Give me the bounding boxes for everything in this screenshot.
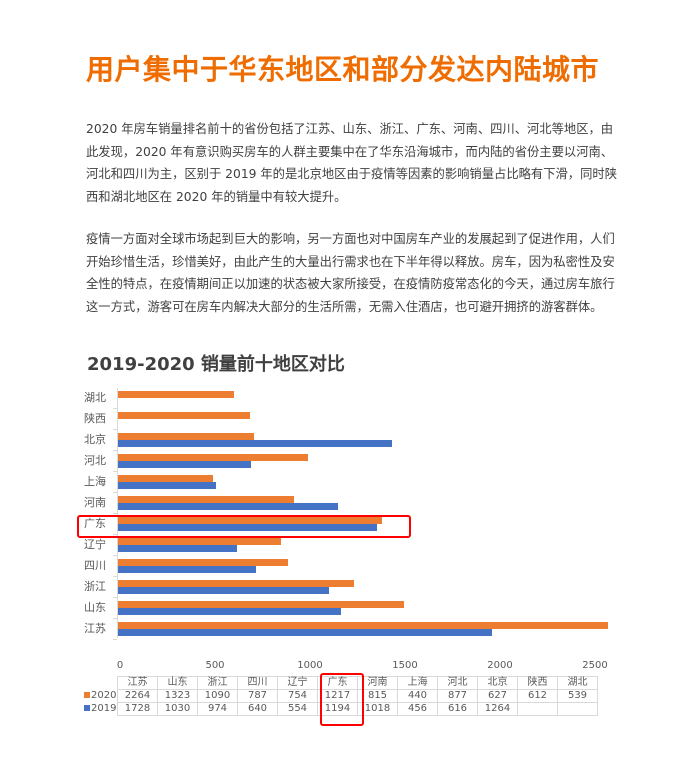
bar-2020 [118,622,608,629]
data-table-cell: 974 [197,702,238,716]
bar-2020 [118,601,404,608]
category-label: 河北 [84,454,106,467]
y-axis-line [117,388,118,638]
data-table-header-row: 江苏 山东 浙江 四川 辽宁 广东 河南 上海 河北 北京 陕西 湖北 [84,676,598,690]
bar-2020 [118,433,254,440]
data-table-cell: 456 [397,702,438,716]
highlight-box-table-guangdong [320,673,364,726]
category-label: 四川 [84,559,106,572]
bar-2020 [118,517,382,524]
y-axis-tick [113,534,117,535]
data-table-cell: 2264 [117,689,158,703]
data-table-header-cell: 湖北 [557,676,598,690]
bar-2019 [118,524,377,531]
highlight-box-chart-guangdong [77,515,411,538]
chart-title: 2019-2020 销量前十地区对比 [87,354,345,375]
data-table-cell [557,702,598,716]
y-axis-tick [113,408,117,409]
x-axis-tick-label: 2000 [487,660,513,671]
chart-data-table: 江苏 山东 浙江 四川 辽宁 广东 河南 上海 河北 北京 陕西 湖北 2020 2264 1323 10… [84,676,598,716]
data-table-header-cell: 四川 [237,676,278,690]
data-table-row-2019: 2019 1728 1030 974 640 554 1194 1018 456 616 1264 [84,702,598,716]
data-table-header-cell: 河北 [437,676,478,690]
bar-2019 [118,440,392,447]
data-table-cell: 1030 [157,702,198,716]
bar-2020 [118,538,281,545]
data-table-cell: 627 [477,689,518,703]
data-table-cell: 640 [237,702,278,716]
legend-2020: 2020 [84,689,118,703]
data-table-header-cell: 山东 [157,676,198,690]
y-axis-tick [113,555,117,556]
data-table-header-cell: 上海 [397,676,438,690]
bar-2020 [118,454,308,461]
y-axis-tick [113,450,117,451]
bar-2020 [118,496,294,503]
bar-2020 [118,559,288,566]
data-table-cell: 539 [557,689,598,703]
bar-2019 [118,566,256,573]
bar-2019 [118,587,329,594]
category-label: 陕西 [84,412,106,425]
legend-swatch-2019 [84,705,90,711]
bar-2019 [118,482,216,489]
data-table-cell [517,702,558,716]
legend-swatch-2020 [84,692,90,698]
y-axis-tick [113,513,117,514]
bar-2020 [118,580,354,587]
y-axis-tick [113,492,117,493]
data-table-cell: 787 [237,689,278,703]
y-axis-tick [113,576,117,577]
x-axis-tick-label: 500 [205,660,225,671]
data-table-cell: 554 [277,702,318,716]
data-table-cell: 877 [437,689,478,703]
data-table-header-cell: 辽宁 [277,676,318,690]
bar-2019 [118,503,338,510]
bar-2020 [118,475,213,482]
data-table-cell: 612 [517,689,558,703]
category-label: 江苏 [84,622,106,635]
bar-2019 [118,461,251,468]
bar-2020 [118,412,250,419]
data-table-cell: 440 [397,689,438,703]
category-label: 广东 [84,517,106,530]
y-axis-tick [113,429,117,430]
data-table-cell: 1323 [157,689,198,703]
y-axis-tick [113,618,117,619]
x-axis-tick-label: 0 [116,660,124,671]
data-table-cell: 754 [277,689,318,703]
bar-2020 [118,391,234,398]
data-table-cell: 1728 [117,702,158,716]
category-label: 北京 [84,433,106,446]
category-label: 湖北 [84,391,106,404]
paragraph-1: 2020 年房车销量排名前十的省份包括了江苏、山东、浙江、广东、河南、四川、河北… [86,122,617,205]
bar-2019 [118,629,492,636]
data-table-header-cell: 北京 [477,676,518,690]
category-label: 浙江 [84,580,106,593]
category-label: 山东 [84,601,106,614]
x-axis-tick-label: 1000 [297,660,323,671]
data-table-cell: 1264 [477,702,518,716]
x-axis-tick-label: 2500 [582,660,608,671]
data-table-header-cell: 江苏 [117,676,158,690]
category-label: 河南 [84,496,106,509]
data-table-header-cell: 浙江 [197,676,238,690]
y-axis-tick [113,639,117,640]
data-table-header-cell: 陕西 [517,676,558,690]
legend-2019: 2019 [84,702,118,716]
data-table-cell: 616 [437,702,478,716]
data-table-cell: 1090 [197,689,238,703]
paragraph-2: 疫情一方面对全球市场起到巨大的影响，另一方面也对中国房车产业的发展起到了促进作用… [86,232,615,315]
category-label: 辽宁 [84,538,106,551]
bar-2019 [118,545,237,552]
x-axis-tick-label: 1500 [392,660,418,671]
article-title: 用户集中于华东地区和部分发达内陆城市 [86,53,600,86]
bar-2019 [118,608,341,615]
category-label: 上海 [84,475,106,488]
y-axis-tick [113,471,117,472]
y-axis-tick [113,597,117,598]
